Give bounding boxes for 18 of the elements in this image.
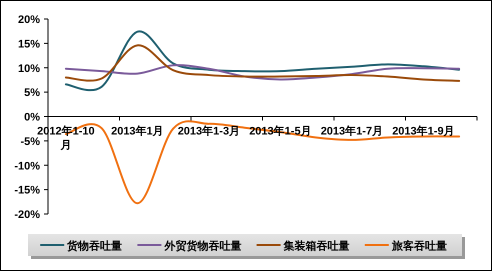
line-series	[64, 44, 460, 82]
y-tick-label: -15%	[14, 184, 40, 197]
y-tick-label: -10%	[14, 160, 40, 172]
line-series	[64, 64, 460, 80]
legend-label: 旅客吞吐量	[390, 240, 447, 252]
y-tick-label: 0%	[24, 112, 40, 124]
legend-label: 集装箱吞吐量	[282, 240, 350, 252]
legend-label: 货物吞吐量	[66, 240, 122, 252]
y-tick-label: 5%	[24, 87, 40, 100]
y-tick-label: 20%	[18, 14, 40, 26]
y-tick-label: 15%	[18, 38, 40, 50]
y-tick-label: 10%	[18, 62, 40, 75]
legend-label: 外贸货物吞吐量	[163, 240, 242, 252]
x-tick-label: 2013年1-7月	[320, 124, 384, 138]
x-tick-label: 2013年1-3月	[178, 124, 240, 138]
x-tick-label: 2013年1-9月	[392, 124, 455, 138]
y-tick-label: -20%	[14, 209, 40, 221]
x-tick-label: 2013年1月	[111, 124, 164, 138]
